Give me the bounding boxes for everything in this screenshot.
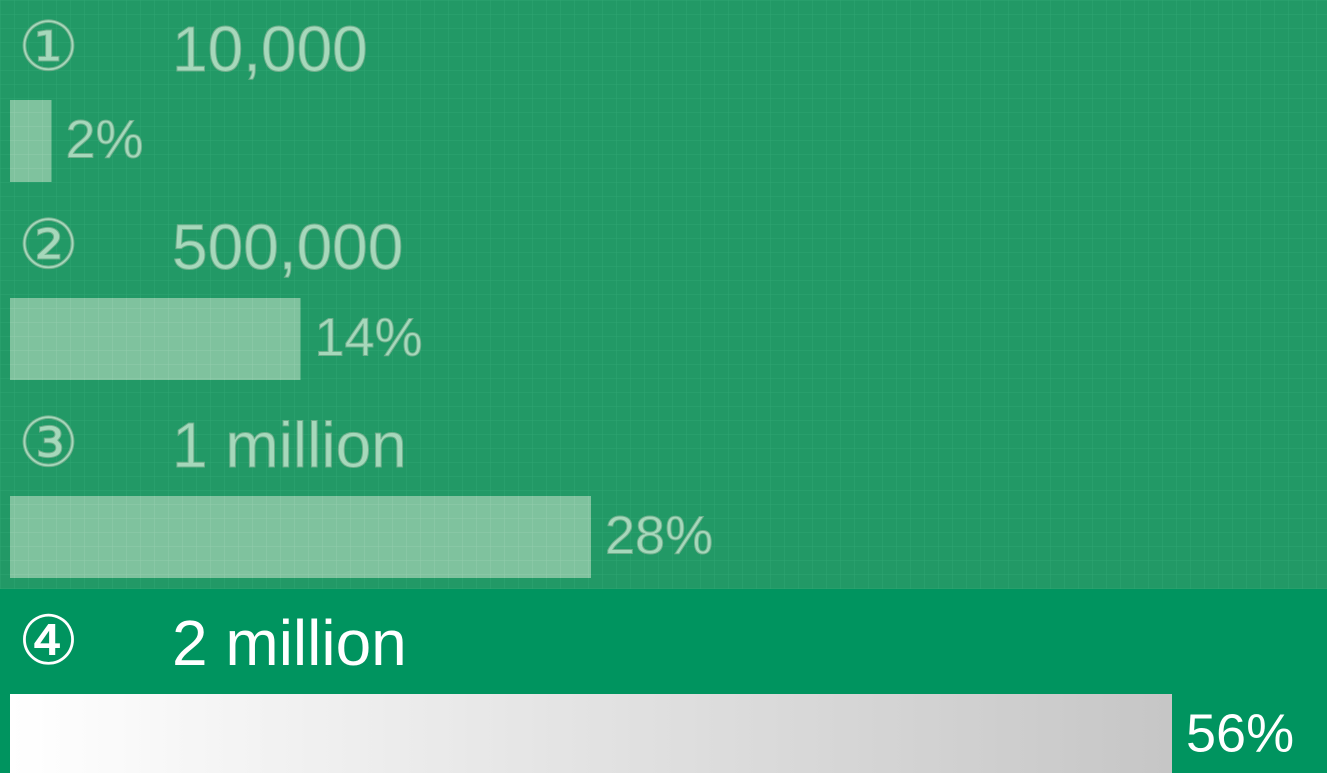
value-label: 56% bbox=[1186, 703, 1294, 763]
value-label: 28% bbox=[605, 505, 713, 565]
bar bbox=[10, 694, 1172, 773]
option-marker: ② bbox=[18, 207, 79, 283]
bar-grid bbox=[10, 100, 52, 182]
option-label: 2 million bbox=[172, 607, 407, 679]
bar-grid bbox=[10, 496, 591, 578]
option-marker: ① bbox=[18, 9, 79, 85]
value-label: 2% bbox=[66, 109, 144, 169]
option-label: 500,000 bbox=[172, 211, 403, 283]
bar-grid bbox=[10, 298, 301, 380]
value-label: 14% bbox=[315, 307, 423, 367]
option-marker: ④ bbox=[18, 603, 79, 679]
option-label: 1 million bbox=[172, 409, 407, 481]
option-marker: ③ bbox=[18, 405, 79, 481]
option-label: 10,000 bbox=[172, 13, 368, 85]
